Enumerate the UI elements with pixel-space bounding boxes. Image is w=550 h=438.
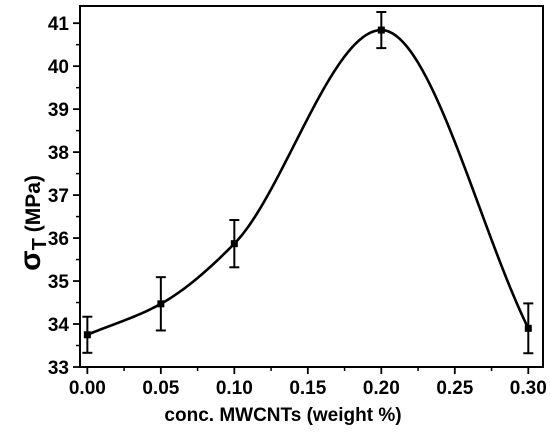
x-tick-label: 0.05 xyxy=(142,378,179,399)
data-point xyxy=(83,331,91,339)
plot-frame xyxy=(79,5,544,368)
data-point xyxy=(230,240,238,248)
data-point xyxy=(157,300,165,308)
y-tick-label: 41 xyxy=(48,14,70,35)
y-tick-label: 33 xyxy=(48,358,69,379)
y-tick-label: 36 xyxy=(48,229,69,250)
x-tick-label: 0.10 xyxy=(216,378,253,399)
y-tick-label: 40 xyxy=(48,57,69,78)
y-axis-subscript: T xyxy=(29,238,51,250)
data-point xyxy=(524,324,532,332)
x-tick-label: 0.30 xyxy=(510,378,547,399)
plot-border xyxy=(79,5,544,368)
y-tick-label: 38 xyxy=(48,143,69,164)
fit-curve xyxy=(86,28,530,336)
x-axis-title: conc. MWCNTs (weight %) xyxy=(164,405,401,426)
y-tick-label: 37 xyxy=(48,186,69,207)
x-tick-label: 0.15 xyxy=(289,378,326,399)
data-points xyxy=(83,26,532,339)
x-tick-label: 0.25 xyxy=(436,378,473,399)
y-tick-label: 35 xyxy=(48,272,70,293)
y-tick-label: 39 xyxy=(48,100,69,121)
y-tick-label: 34 xyxy=(48,315,70,336)
y-axis-unit: (MPa) xyxy=(22,175,45,238)
error-bars xyxy=(82,11,534,355)
y-axis-ticks: 33 34 35 36 37 38 39 40 41 xyxy=(48,14,80,379)
x-tick-label: 0.00 xyxy=(69,378,106,399)
y-axis-symbol: σ xyxy=(14,250,47,271)
x-axis-ticks: 0.00 0.05 0.10 0.15 0.20 0.25 0.30 xyxy=(69,367,547,399)
data-point xyxy=(377,26,385,34)
x-tick-label: 0.20 xyxy=(363,378,400,399)
y-axis-title: σT (MPa) xyxy=(14,175,51,271)
